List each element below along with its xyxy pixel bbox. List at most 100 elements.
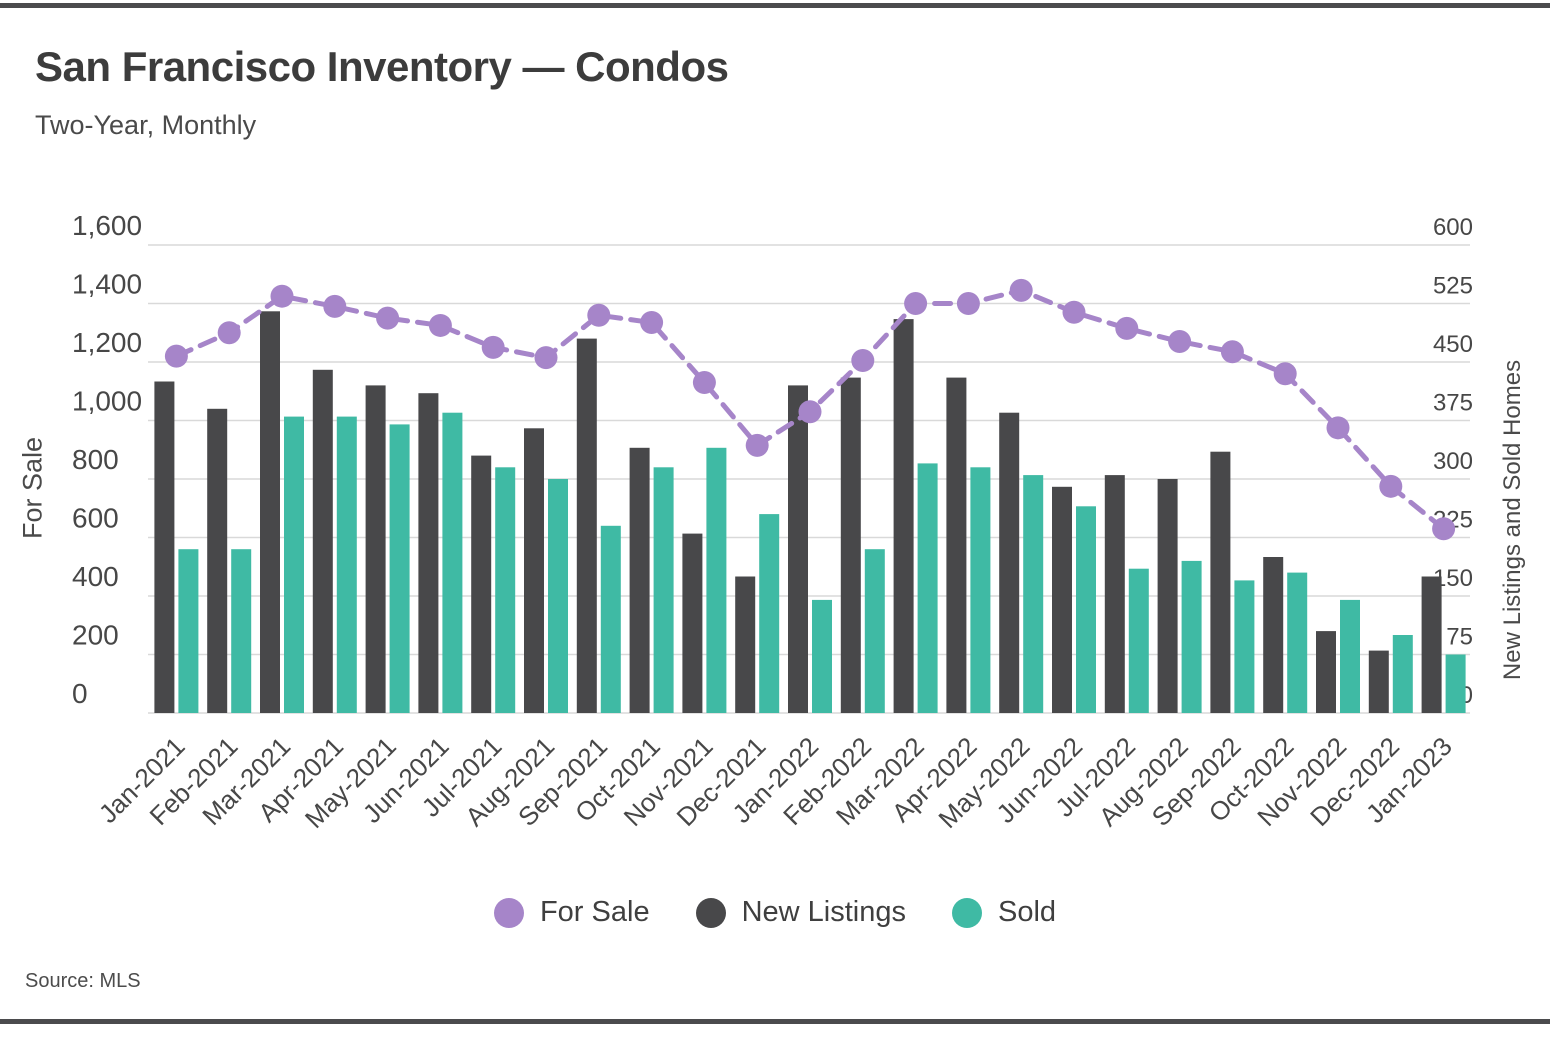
source-note: Source: MLS bbox=[25, 970, 141, 992]
point-for-sale bbox=[1379, 474, 1403, 498]
left-axis-tick-label: 400 bbox=[72, 561, 119, 592]
point-for-sale bbox=[1009, 278, 1033, 302]
point-for-sale bbox=[851, 349, 875, 373]
point-for-sale bbox=[323, 294, 347, 318]
bar-new-listings bbox=[735, 576, 756, 713]
point-for-sale bbox=[270, 284, 294, 308]
bar-new-listings bbox=[840, 377, 861, 713]
right-axis-tick-label: 450 bbox=[1433, 331, 1473, 358]
point-for-sale bbox=[1326, 416, 1350, 440]
point-for-sale bbox=[640, 311, 664, 335]
legend-swatch-new-listings-icon bbox=[695, 897, 726, 928]
bar-new-listings bbox=[471, 455, 492, 713]
bar-new-listings bbox=[365, 385, 386, 713]
point-for-sale bbox=[1273, 362, 1297, 386]
legend-label-for-sale: For Sale bbox=[539, 896, 650, 928]
bar-sold bbox=[1340, 599, 1360, 713]
point-for-sale bbox=[428, 313, 452, 337]
legend-item-new-listings: New Listings bbox=[695, 896, 906, 929]
bar-new-listings bbox=[682, 533, 703, 713]
bar-new-listings bbox=[154, 381, 175, 713]
bar-sold bbox=[600, 525, 621, 713]
legend-item-sold: Sold bbox=[951, 896, 1057, 929]
bar-sold bbox=[495, 467, 516, 713]
bar-sold bbox=[917, 463, 938, 713]
bar-sold bbox=[336, 416, 357, 713]
left-axis-tick-label: 0 bbox=[72, 678, 88, 709]
bar-new-listings bbox=[893, 319, 914, 713]
left-axis-tick-label: 200 bbox=[72, 620, 119, 651]
right-axis-tick-label: 375 bbox=[1433, 390, 1473, 417]
bar-new-listings bbox=[418, 393, 439, 713]
bar-sold bbox=[231, 549, 252, 713]
bar-new-listings bbox=[312, 369, 333, 713]
point-for-sale bbox=[1115, 316, 1139, 340]
bar-new-listings bbox=[629, 447, 650, 713]
page-subtitle: Two-Year, Monthly bbox=[35, 110, 257, 140]
right-axis-tick-label: 525 bbox=[1433, 273, 1473, 300]
left-axis-title: For Sale bbox=[17, 436, 48, 540]
point-for-sale bbox=[745, 433, 769, 457]
bar-new-listings bbox=[207, 408, 228, 713]
bar-sold bbox=[864, 549, 885, 713]
chart-legend: For Sale New Listings Sold bbox=[0, 896, 1550, 929]
bar-sold bbox=[653, 467, 674, 713]
point-for-sale bbox=[376, 306, 400, 330]
point-for-sale bbox=[1432, 517, 1456, 541]
point-for-sale bbox=[956, 292, 980, 315]
bar-sold bbox=[1076, 506, 1096, 713]
bar-new-listings bbox=[576, 338, 597, 713]
point-for-sale bbox=[164, 344, 188, 368]
legend-item-for-sale: For Sale bbox=[493, 896, 650, 929]
bar-new-listings bbox=[999, 412, 1020, 713]
bar-sold bbox=[812, 599, 832, 713]
point-for-sale bbox=[692, 370, 716, 394]
bar-new-listings bbox=[1421, 576, 1442, 713]
legend-label-new-listings: New Listings bbox=[741, 896, 906, 928]
legend-swatch-for-sale-icon bbox=[493, 897, 524, 928]
bar-sold bbox=[1287, 572, 1308, 713]
legend-swatch-sold-icon bbox=[951, 897, 982, 928]
bar-sold bbox=[1234, 580, 1255, 713]
left-axis-tick-label: 1,600 bbox=[72, 210, 142, 241]
left-axis-tick-label: 800 bbox=[72, 444, 119, 475]
top-border-rule bbox=[0, 3, 1550, 8]
legend-label-sold: Sold bbox=[997, 896, 1057, 928]
bar-new-listings bbox=[260, 311, 280, 713]
bar-sold bbox=[548, 479, 568, 713]
bar-sold bbox=[970, 467, 991, 713]
left-axis-tick-label: 1,400 bbox=[72, 269, 142, 300]
bar-new-listings bbox=[524, 428, 544, 713]
bar-new-listings bbox=[1157, 479, 1178, 713]
right-axis-tick-label: 600 bbox=[1433, 214, 1473, 241]
right-axis-tick-label: 75 bbox=[1446, 624, 1473, 651]
point-for-sale bbox=[798, 400, 822, 424]
bar-new-listings bbox=[1052, 486, 1072, 713]
point-for-sale bbox=[217, 321, 241, 345]
bar-sold bbox=[284, 416, 304, 713]
right-axis-title: New Listings and Sold Homes bbox=[1499, 359, 1526, 681]
bar-sold bbox=[1392, 635, 1413, 713]
bar-new-listings bbox=[946, 377, 967, 713]
bar-new-listings bbox=[1263, 557, 1284, 713]
bar-sold bbox=[442, 412, 463, 713]
bar-new-listings bbox=[1368, 650, 1389, 713]
point-for-sale bbox=[1220, 340, 1244, 364]
point-for-sale bbox=[1168, 330, 1192, 354]
bar-sold bbox=[759, 514, 780, 713]
point-for-sale bbox=[1062, 300, 1086, 324]
bar-sold bbox=[706, 447, 727, 713]
bar-sold bbox=[1023, 475, 1044, 713]
left-axis-tick-label: 1,000 bbox=[72, 386, 142, 417]
page-title: San Francisco Inventory — Condos bbox=[35, 43, 729, 90]
bar-new-listings bbox=[1316, 631, 1336, 713]
bar-sold bbox=[1181, 560, 1202, 713]
bottom-border-rule bbox=[0, 1019, 1550, 1024]
point-for-sale bbox=[534, 346, 558, 370]
bar-sold bbox=[389, 424, 410, 713]
bar-new-listings bbox=[1210, 451, 1231, 713]
left-axis-tick-label: 600 bbox=[72, 503, 119, 534]
bar-new-listings bbox=[788, 385, 808, 713]
right-axis-tick-label: 300 bbox=[1433, 448, 1473, 475]
